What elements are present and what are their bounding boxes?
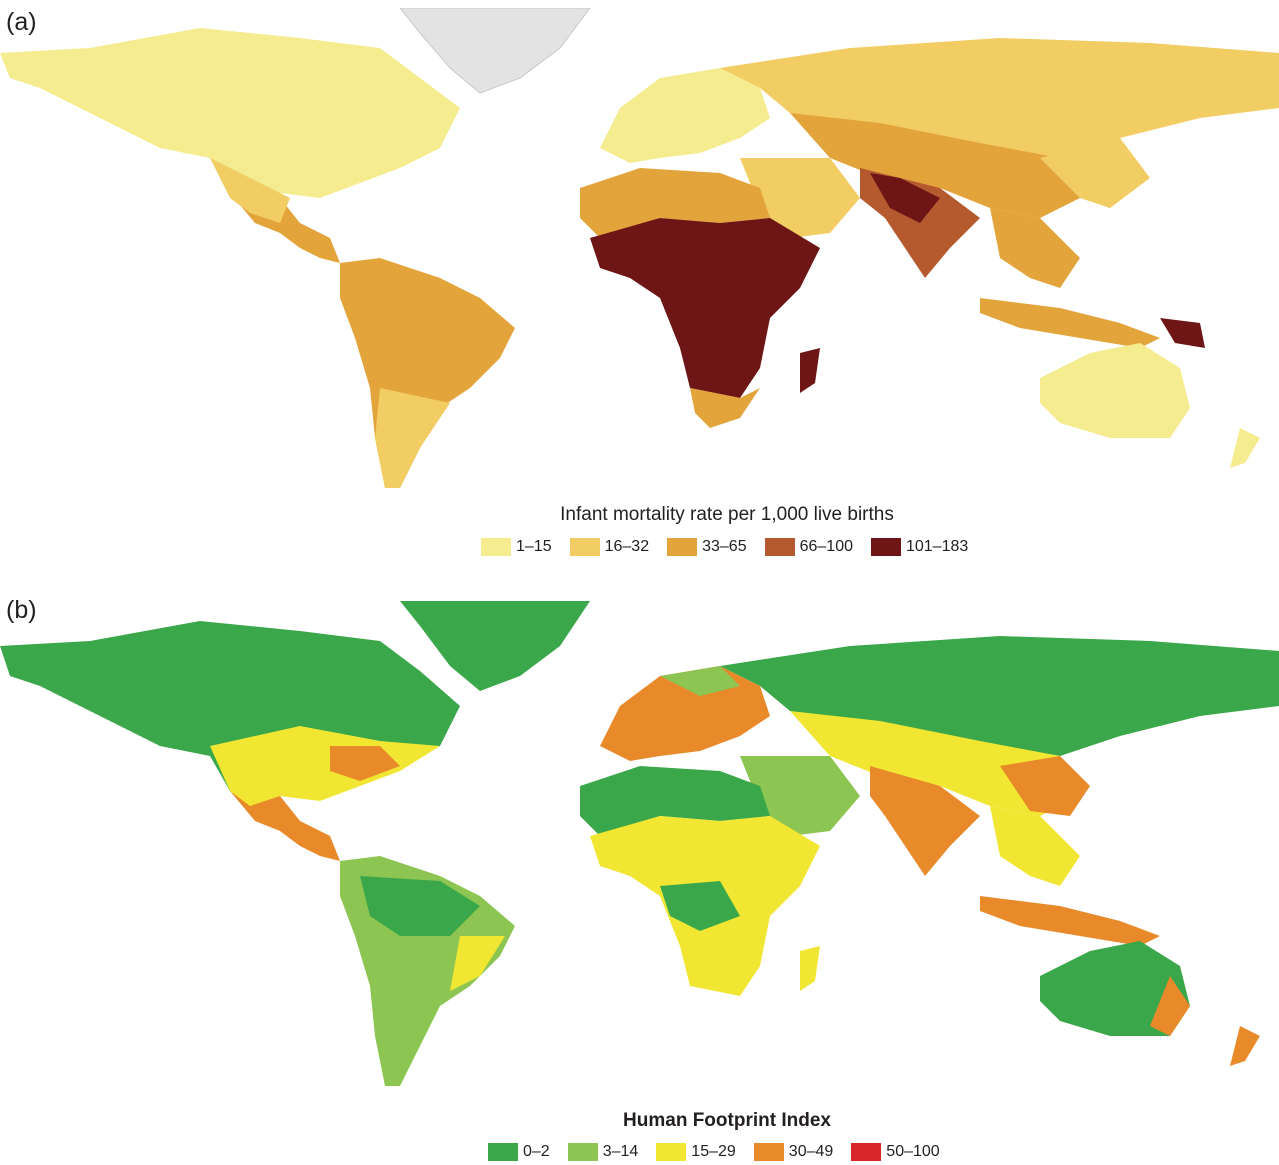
north-america-urban: [330, 746, 400, 781]
north-america-populated: [210, 726, 440, 811]
legend-item: 101–183: [870, 538, 969, 556]
legend-item: 30–49: [753, 1143, 834, 1161]
panel-b-legend-title: Human Footprint Index: [623, 1110, 831, 1131]
indonesia-shape: [980, 896, 1160, 946]
legend-label: 16–32: [604, 538, 650, 555]
legend-item: 0–2: [488, 1143, 550, 1161]
legend-swatch: [656, 1143, 687, 1161]
madagascar-shape: [800, 946, 820, 991]
papua-shape: [1160, 318, 1205, 348]
legend-label: 50–100: [886, 1143, 940, 1160]
madagascar-shape: [800, 348, 820, 393]
infant-mortality-map: [0, 8, 1279, 488]
africa-central-shape: [590, 218, 820, 398]
legend-label: 3–14: [602, 1143, 639, 1160]
east-asia-shape: [1040, 138, 1150, 208]
europe-shape: [600, 666, 770, 761]
china-east-shape: [1000, 756, 1090, 816]
africa-south-shape: [690, 388, 760, 428]
legend-item: 3–14: [567, 1143, 639, 1161]
sahara-shape: [580, 766, 770, 836]
legend-swatch: [667, 538, 698, 556]
indonesia-shape: [980, 298, 1160, 348]
australia-shape: [1040, 343, 1190, 438]
southeast-asia-shape: [990, 806, 1080, 886]
russia-shape: [720, 636, 1279, 756]
legend-label: 15–29: [691, 1143, 736, 1160]
legend-swatch: [567, 1143, 598, 1161]
legend-label: 33–65: [702, 538, 747, 555]
amazon-shape: [360, 876, 480, 936]
legend-label: 66–100: [799, 538, 853, 555]
panel-b-legend: 0–2 3–14 15–29 30–49 50–100: [488, 1143, 958, 1161]
south-america-shape: [340, 258, 515, 488]
south-america-south: [375, 388, 450, 488]
legend-swatch: [481, 538, 511, 556]
africa-north-shape: [580, 168, 770, 238]
legend-item: 16–32: [569, 538, 650, 556]
new-zealand-shape: [1230, 1026, 1260, 1066]
legend-label: 0–2: [523, 1143, 550, 1160]
india-shape: [870, 766, 980, 876]
panel-b-label: (b): [6, 596, 37, 624]
legend-swatch: [870, 538, 901, 556]
south-asia-high: [870, 173, 940, 223]
legend-item: 50–100: [851, 1143, 940, 1161]
greenland-shape: [400, 601, 590, 691]
australia-coast: [1150, 976, 1190, 1036]
south-america-east: [450, 936, 505, 991]
panel-a-legend-title: Infant mortality rate per 1,000 live bir…: [560, 504, 894, 525]
legend-label: 30–49: [788, 1143, 834, 1160]
legend-item: 15–29: [656, 1143, 736, 1161]
human-footprint-map: [0, 601, 1279, 1086]
greenland-shape: [399, 8, 591, 94]
central-america-shape: [230, 791, 340, 861]
panel-a-label: (a): [6, 8, 37, 36]
central-asia-shape: [790, 113, 1080, 218]
north-america-shape: [0, 28, 460, 208]
australia-shape: [1040, 941, 1190, 1036]
legend-swatch: [851, 1143, 882, 1161]
russia-shape: [720, 38, 1279, 158]
europe-shape: [600, 68, 770, 163]
scandinavia-shape: [660, 666, 740, 696]
congo-shape: [660, 881, 740, 931]
panel-a-legend: 1–15 16–32 33–65 66–100 101–183: [481, 538, 986, 556]
legend-label: 101–183: [905, 538, 969, 555]
legend-swatch: [764, 538, 795, 556]
legend-item: 33–65: [667, 538, 747, 556]
legend-swatch: [753, 1143, 784, 1161]
legend-label: 1–15: [516, 538, 552, 555]
legend-swatch: [488, 1143, 518, 1161]
southeast-asia-shape: [990, 208, 1080, 288]
legend-item: 1–15: [481, 538, 552, 556]
legend-item: 66–100: [764, 538, 853, 556]
legend-swatch: [569, 538, 600, 556]
new-zealand-shape: [1230, 428, 1260, 468]
mexico-shape: [210, 158, 290, 223]
central-asia-shape: [790, 711, 1080, 816]
